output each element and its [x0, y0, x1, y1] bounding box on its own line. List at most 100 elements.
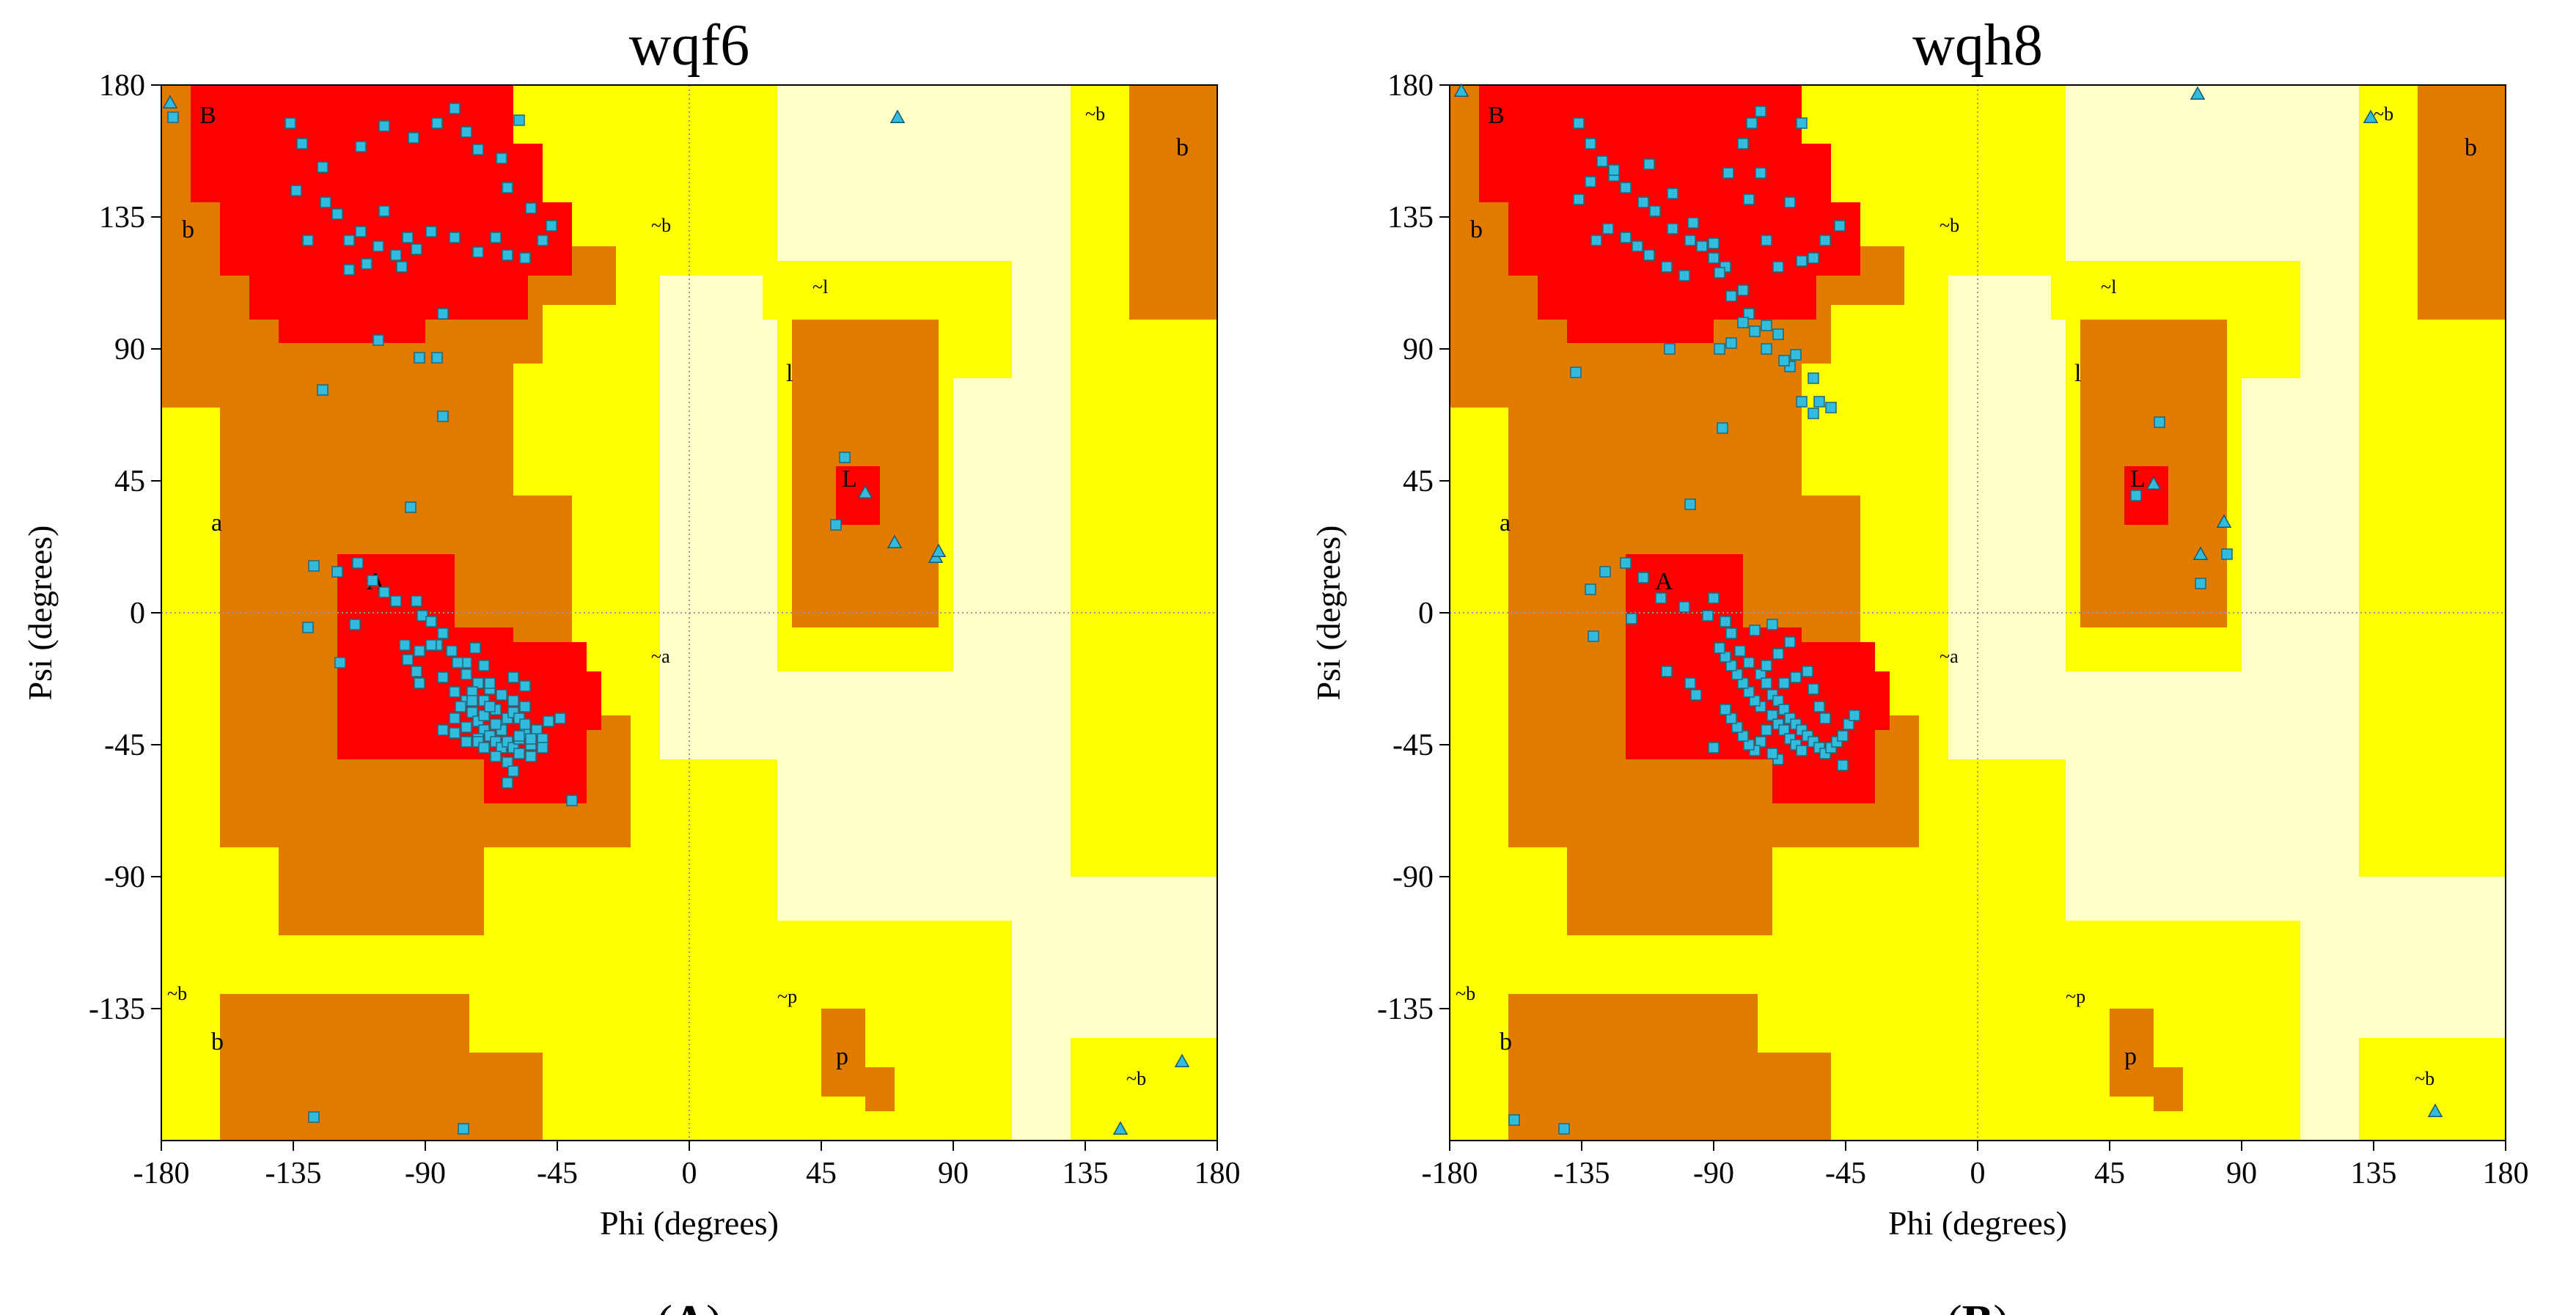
residue-point: [1743, 739, 1755, 751]
residue-point: [1599, 566, 1611, 578]
residue-point: [1508, 1114, 1520, 1126]
residue-point: [373, 334, 384, 346]
residue-point: [1696, 240, 1708, 252]
residue-point: [1596, 155, 1608, 167]
y-tick-label: 90: [1403, 333, 1434, 366]
allowed-region-14: [2110, 1009, 2154, 1097]
region-label: ~b: [1085, 103, 1105, 125]
residue-point: [331, 566, 343, 578]
residue-point: [437, 671, 449, 683]
residue-point: [396, 261, 408, 273]
panel-label-letter: A: [672, 1295, 706, 1315]
residue-point: [1743, 194, 1755, 205]
x-tick-label: 90: [938, 1157, 969, 1190]
residue-point: [343, 235, 355, 246]
residue-point: [1772, 695, 1784, 707]
residue-point: [1585, 138, 1596, 150]
x-tick-label: 45: [2094, 1157, 2125, 1190]
residue-point: [285, 117, 296, 129]
residue-point: [1708, 252, 1720, 264]
residue-point: [1708, 237, 1720, 249]
residue-point: [431, 117, 443, 129]
residue-point: [460, 721, 472, 733]
residue-point: [1655, 592, 1667, 604]
plot-title: wqh8: [1912, 13, 2043, 78]
residue-point: [367, 575, 378, 586]
residue-point: [1772, 648, 1784, 660]
residue-point: [519, 718, 531, 730]
x-tick-label: 0: [1970, 1157, 1986, 1190]
region-label: ~b: [1456, 983, 1475, 1004]
y-tick-label: 90: [114, 333, 145, 366]
residue-point: [167, 111, 179, 123]
residue-point: [1772, 261, 1784, 273]
residue-point: [411, 666, 422, 677]
panel-label: (A): [657, 1295, 722, 1315]
residue-point: [414, 352, 425, 364]
x-tick-label: 135: [2351, 1157, 2397, 1190]
residue-point: [1684, 498, 1696, 510]
glycine-residue-point: [887, 534, 903, 548]
residue-point: [2130, 490, 2142, 501]
residue-point: [1813, 701, 1825, 712]
residue-point: [1796, 255, 1808, 267]
y-tick-label: 0: [130, 597, 145, 630]
x-tick-label: 180: [2483, 1157, 2529, 1190]
residue-point: [531, 724, 543, 736]
core-region-5: [1626, 554, 1743, 627]
region-label: ~b: [167, 983, 187, 1004]
region-label: A: [1655, 568, 1673, 595]
residue-point: [478, 710, 490, 721]
region-label: a: [1500, 509, 1511, 537]
region-label: ~p: [777, 986, 797, 1007]
residue-point: [1766, 619, 1778, 630]
allowed-region-11: [469, 1053, 543, 1141]
glycine-residue-point: [2146, 476, 2162, 490]
y-tick-label: 135: [99, 201, 145, 235]
generous-region-1: [1948, 85, 2066, 276]
residue-point: [449, 727, 460, 739]
residue-point: [1661, 261, 1673, 273]
residue-point: [1790, 349, 1802, 361]
residue-point: [378, 120, 390, 132]
residue-point: [1632, 240, 1643, 252]
residue-point: [502, 249, 513, 261]
region-label: ~l: [2101, 276, 2116, 298]
glycine-residue-point: [2363, 109, 2379, 123]
y-tick-label: -45: [104, 729, 145, 762]
residue-point: [331, 208, 343, 220]
residue-point: [437, 724, 449, 736]
residue-point: [308, 1111, 320, 1123]
residue-point: [1725, 290, 1737, 302]
panel-label-close-paren: ): [706, 1295, 722, 1315]
residue-point: [334, 657, 346, 668]
residue-point: [1737, 317, 1749, 328]
residue-point: [554, 712, 566, 724]
residue-point: [452, 657, 463, 668]
residue-point: [525, 751, 537, 762]
residue-point: [839, 452, 851, 463]
disallowed-region-1: [2242, 378, 2300, 671]
residue-point: [1749, 325, 1761, 337]
residue-point: [1731, 721, 1743, 733]
residue-point: [1837, 759, 1849, 771]
region-label: b: [182, 216, 194, 243]
core-region-4: [279, 320, 425, 343]
residue-point: [1808, 372, 1819, 384]
glycine-residue-point: [2427, 1103, 2443, 1117]
residue-point: [1558, 1123, 1570, 1135]
residue-point: [1766, 748, 1778, 759]
region-label: b: [1470, 216, 1483, 243]
y-tick-label: -135: [89, 992, 145, 1026]
residue-point: [1849, 710, 1860, 721]
residue-point: [1667, 223, 1678, 235]
residue-point: [1708, 592, 1720, 604]
residue-point: [390, 249, 402, 261]
residue-point: [513, 114, 525, 126]
region-label: L: [842, 465, 857, 493]
residue-point: [460, 126, 472, 138]
residue-point: [378, 586, 390, 598]
residue-point: [472, 144, 484, 155]
residue-point: [446, 645, 458, 657]
y-tick-label: 0: [1418, 597, 1434, 630]
